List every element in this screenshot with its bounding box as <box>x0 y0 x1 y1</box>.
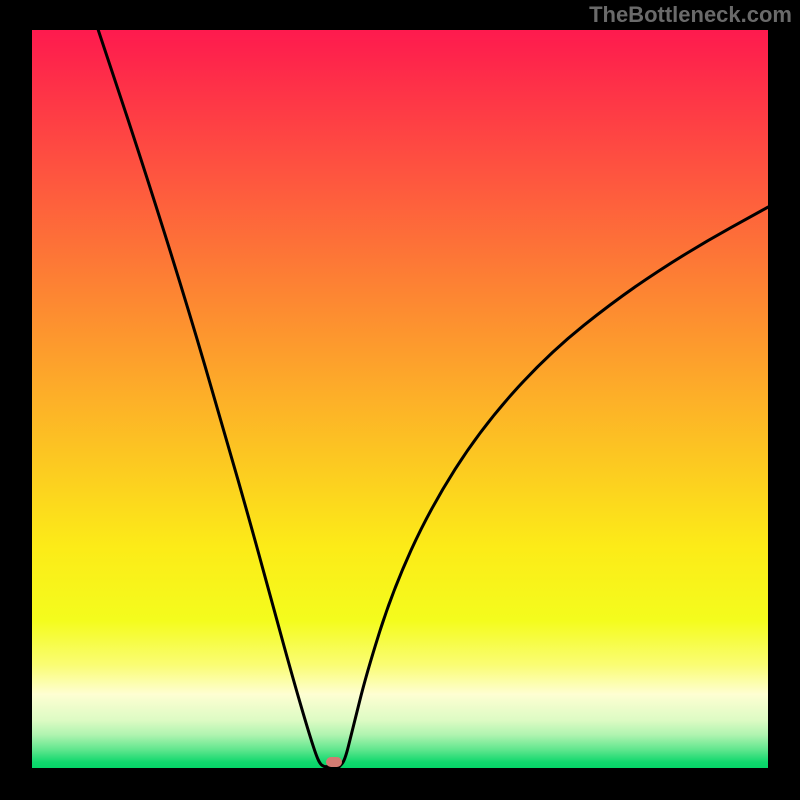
bottom-border <box>0 768 800 800</box>
plot-area <box>32 30 768 768</box>
watermark-text: TheBottleneck.com <box>589 2 792 28</box>
curve-svg <box>32 30 768 768</box>
optimum-marker <box>326 757 342 767</box>
chart-container: TheBottleneck.com <box>0 0 800 800</box>
bottleneck-curve <box>98 30 768 767</box>
